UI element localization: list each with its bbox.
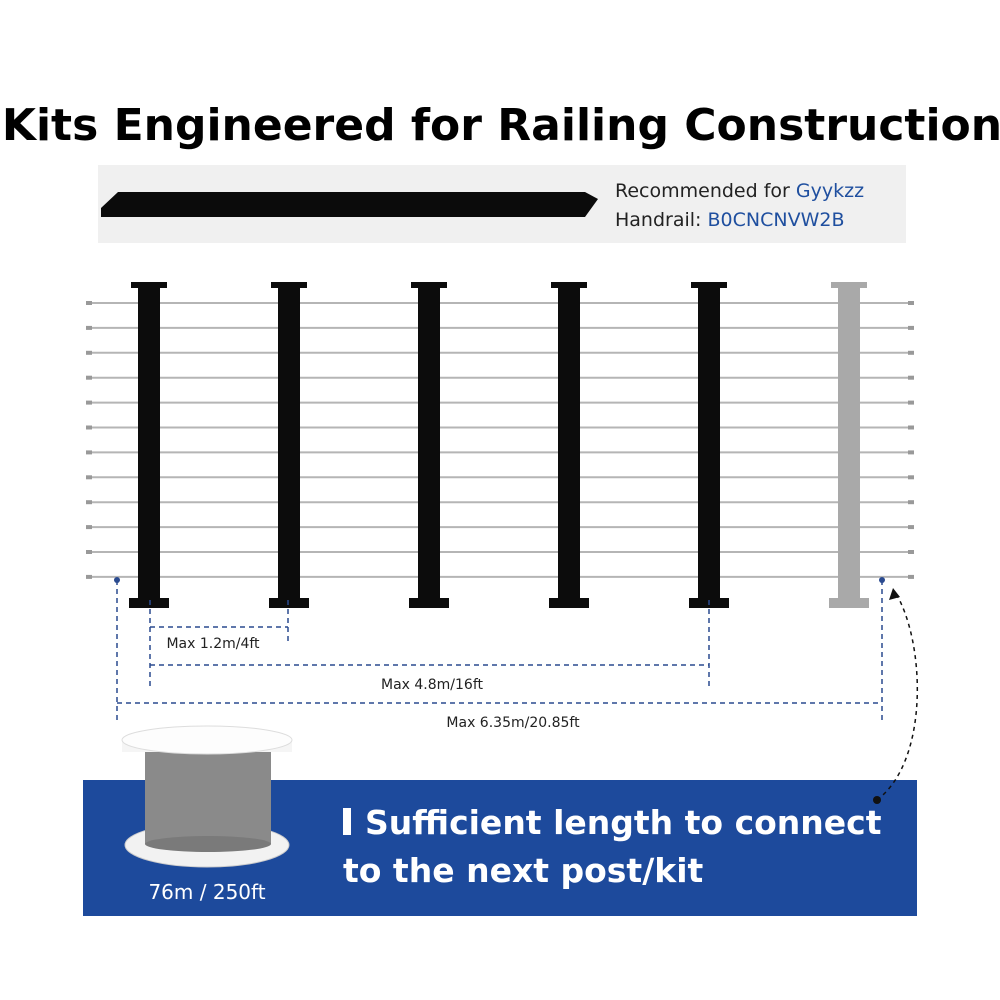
post (418, 285, 440, 600)
post-cap (691, 282, 727, 288)
handrail-line: Handrail: B0CNCNVW2B (615, 209, 845, 231)
cable-end (86, 425, 92, 430)
post (838, 285, 860, 600)
cable-end (908, 301, 914, 305)
cable-roll (145, 752, 271, 844)
cable-end (908, 375, 914, 380)
cable-roll (145, 836, 271, 852)
post (698, 285, 720, 600)
cable-end (86, 450, 92, 455)
spool: 76m / 250ft (121, 725, 293, 904)
cable-end (908, 350, 914, 355)
post (558, 285, 580, 600)
post (278, 285, 300, 600)
cable-end (908, 400, 914, 405)
cable-end (908, 500, 914, 505)
arrow-head (889, 588, 900, 600)
post (138, 285, 160, 600)
title: Kits Engineered for Railing Construction (2, 100, 1000, 151)
cable-end (86, 574, 92, 579)
cable-end (86, 400, 92, 405)
recommend-line: Recommended for Gyykzz (615, 180, 864, 202)
brand: Gyykzz (796, 180, 864, 202)
dim-label: Max 4.8m/16ft (381, 677, 484, 693)
cable-end (86, 500, 92, 505)
post-base (409, 598, 449, 608)
cable-end (908, 425, 914, 430)
dot (114, 577, 120, 583)
cable-end (86, 375, 92, 380)
handrail-label: Handrail: (615, 209, 701, 231)
post-cap (551, 282, 587, 288)
bullet-bar (343, 808, 351, 835)
dim-label: Max 6.35m/20.85ft (446, 715, 580, 731)
cable-end (86, 550, 92, 554)
cable-end (908, 325, 914, 330)
cable-end (908, 450, 914, 455)
post-base (549, 598, 589, 608)
handrail (101, 192, 598, 217)
post-base (129, 598, 169, 608)
post-cap (271, 282, 307, 288)
asin: B0CNCNVW2B (708, 209, 845, 231)
cable-end (908, 525, 914, 530)
railing (86, 282, 914, 608)
dimensions: Max 1.2m/4ft Max 4.8m/16ft Max 6.35m/20.… (114, 577, 885, 731)
cable-end (86, 301, 92, 305)
banner-line: to the next post/kit (343, 851, 704, 890)
cable-end (908, 475, 914, 480)
cable-end (86, 350, 92, 355)
banner-line: Sufficient length to connect (365, 803, 882, 842)
spool-label: 76m / 250ft (148, 880, 265, 904)
flange (121, 725, 293, 755)
cable-end (86, 525, 92, 530)
cable-end (908, 550, 914, 554)
cable-end (86, 475, 92, 480)
cable-end (908, 574, 914, 579)
dot (879, 577, 885, 583)
cable-end (86, 325, 92, 330)
dot (873, 796, 881, 804)
arrow (876, 591, 919, 801)
post-cap (831, 282, 867, 288)
dim-label: Max 1.2m/4ft (166, 636, 260, 652)
post-cap (131, 282, 167, 288)
post-base (269, 598, 309, 608)
post-cap (411, 282, 447, 288)
post-base (829, 598, 869, 608)
recommend-label: Recommended for (615, 180, 790, 202)
